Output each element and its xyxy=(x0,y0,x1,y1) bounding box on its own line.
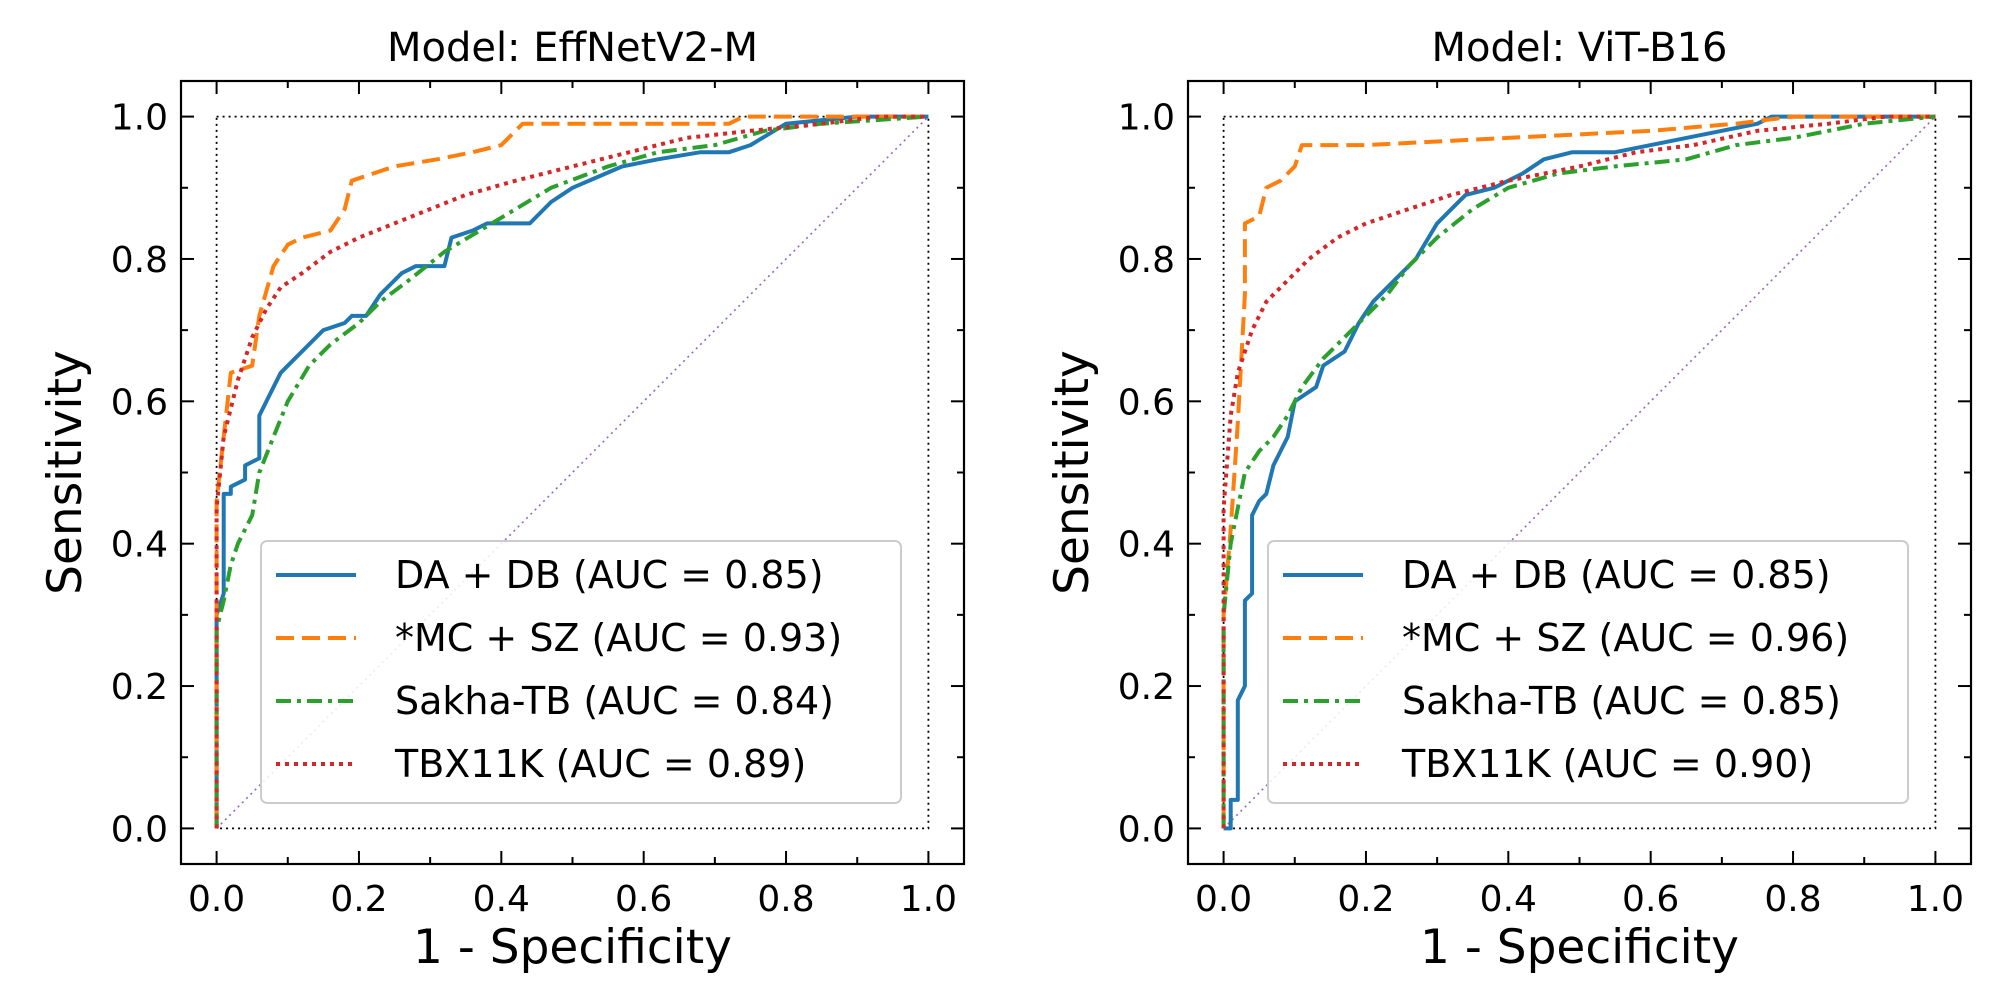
legend-label-1: DA + DB (AUC = 0.85) xyxy=(1402,553,1831,597)
x-tick-label: 0.2 xyxy=(330,879,387,920)
y-tick-label: 0.6 xyxy=(1118,382,1175,423)
x-tick-label: 0.4 xyxy=(1480,879,1537,920)
x-axis-label: 1 - Specificity xyxy=(1420,920,1739,975)
roc-curve-2 xyxy=(214,114,929,829)
unit-square-outline xyxy=(215,115,930,830)
y-tick-label: 0.8 xyxy=(111,240,168,281)
legend-label-1: DA + DB (AUC = 0.85) xyxy=(395,553,824,597)
roc-curve-1 xyxy=(214,114,929,829)
chart-title: Model: EffNetV2-M xyxy=(387,25,758,71)
x-tick-label: 1.0 xyxy=(900,879,957,920)
legend-label-4: TBX11K (AUC = 0.90) xyxy=(1401,742,1813,786)
legend: DA + DB (AUC = 0.85) *MC + SZ (AUC = 0.93… xyxy=(260,540,902,804)
legend-label-2: *MC + SZ (AUC = 0.96) xyxy=(1402,616,1849,660)
y-tick-label: 0.2 xyxy=(1118,667,1175,708)
legend-label-3: Sakha-TB (AUC = 0.85) xyxy=(1402,679,1841,723)
roc-curve-2 xyxy=(1221,114,1936,829)
roc-curve-3 xyxy=(214,114,929,829)
x-tick-label: 0.6 xyxy=(615,879,672,920)
x-axis-label: 1 - Specificity xyxy=(413,920,732,975)
y-axis-label: Sensitivity xyxy=(1045,350,1100,595)
chart-panel-1: 0.0 0.2 0.4 0.6 0.8 1.0 0.0 0.2 0.4 0.6 0.8 1.0 Mode… xyxy=(38,25,966,975)
y-tick-label: 0.2 xyxy=(111,667,168,708)
roc-curve-3 xyxy=(1221,114,1936,829)
roc-curve-4 xyxy=(214,114,929,829)
roc-curve-4 xyxy=(1221,114,1936,829)
y-tick-label: 0.0 xyxy=(111,809,168,850)
y-tick-label: 0.4 xyxy=(111,525,168,566)
x-tick-label: 0.8 xyxy=(757,879,814,920)
x-tick-label: 1.0 xyxy=(1907,879,1964,920)
y-axis-label: Sensitivity xyxy=(38,350,93,595)
unit-square-outline xyxy=(1222,115,1937,830)
x-tick-label: 0.4 xyxy=(473,879,530,920)
legend-label-3: Sakha-TB (AUC = 0.84) xyxy=(395,679,834,723)
chart-title: Model: ViT-B16 xyxy=(1432,25,1728,71)
x-tick-label: 0.2 xyxy=(1337,879,1394,920)
chart-panel-2: 0.0 0.2 0.4 0.6 0.8 1.0 0.0 0.2 0.4 0.6 0.8 1.0 Mode… xyxy=(1045,25,1973,975)
legend-box xyxy=(1267,540,1909,804)
y-tick-label: 1.0 xyxy=(1118,98,1175,139)
y-tick-label: 0.4 xyxy=(1118,525,1175,566)
y-tick-label: 1.0 xyxy=(111,98,168,139)
x-tick-label: 0.8 xyxy=(1764,879,1821,920)
legend-label-2: *MC + SZ (AUC = 0.93) xyxy=(395,616,842,660)
legend: DA + DB (AUC = 0.85) *MC + SZ (AUC = 0.96… xyxy=(1267,540,1909,804)
x-tick-label: 0.0 xyxy=(188,879,245,920)
y-tick-label: 0.0 xyxy=(1118,809,1175,850)
x-tick-label: 0.6 xyxy=(1622,879,1679,920)
legend-label-4: TBX11K (AUC = 0.89) xyxy=(394,742,806,786)
roc-curve-1 xyxy=(1223,114,1936,831)
x-tick-label: 0.0 xyxy=(1195,879,1252,920)
legend-box xyxy=(260,540,902,804)
y-tick-label: 0.8 xyxy=(1118,240,1175,281)
y-tick-label: 0.6 xyxy=(111,382,168,423)
